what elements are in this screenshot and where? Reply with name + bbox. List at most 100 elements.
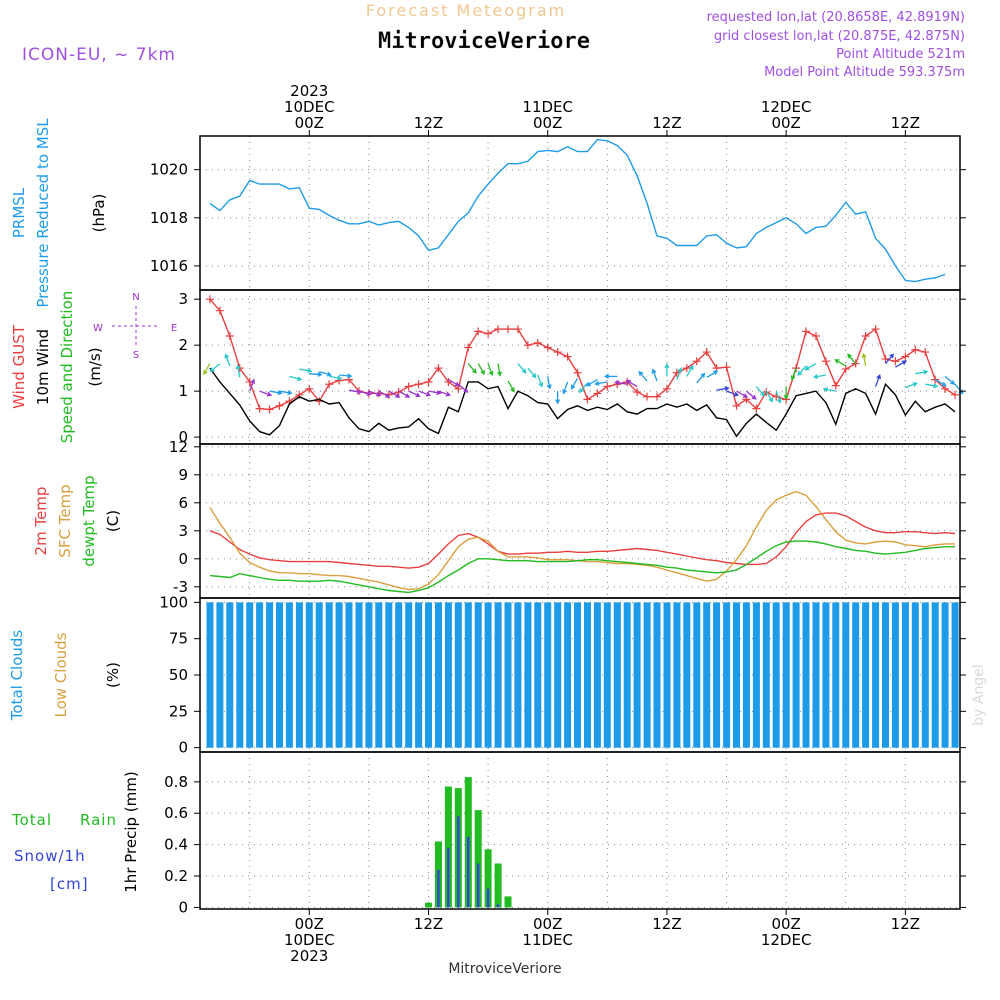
gust-marker <box>811 331 820 340</box>
y-axis-label: dewpt Temp <box>80 475 98 566</box>
gust-marker <box>802 327 811 336</box>
wind-arrow <box>915 369 929 375</box>
y-tick-label: 0.4 <box>164 836 188 854</box>
panel-frame <box>199 751 961 910</box>
wind-arrow <box>578 382 588 394</box>
gust-marker <box>444 377 453 386</box>
series-line <box>209 367 956 438</box>
gust-marker <box>503 325 512 334</box>
wind-arrow <box>299 368 313 374</box>
bar-primary <box>504 602 512 748</box>
wind-arrow <box>755 386 765 397</box>
y-tick-label: 6 <box>178 494 188 512</box>
wind-arrow <box>726 390 740 397</box>
bar-primary <box>405 602 413 748</box>
series-line <box>209 490 955 591</box>
wind-arrow <box>203 363 211 376</box>
wind-arrow <box>804 363 817 371</box>
wind-arrow <box>438 390 451 397</box>
wind-arrow <box>546 376 552 390</box>
bar-primary <box>653 602 661 748</box>
bar-primary <box>425 602 432 748</box>
precip-legend: Rain <box>80 811 117 829</box>
bar-primary <box>564 602 572 748</box>
bar-primary <box>484 602 492 748</box>
time-label-top: 12Z <box>652 114 681 132</box>
bar-primary <box>752 602 760 748</box>
wind-arrow <box>790 367 797 381</box>
wind-arrow <box>235 364 241 378</box>
gust-marker <box>573 368 582 377</box>
product-title: Forecast Meteogram <box>366 1 566 20</box>
model-altitude: Model Point Altitude 593.375m <box>764 65 965 80</box>
gust-marker <box>513 325 522 334</box>
time-label-top: 2023 <box>290 82 328 100</box>
time-label-bottom: 12Z <box>891 915 920 933</box>
bar-primary <box>603 602 611 748</box>
wind-arrow <box>477 363 485 376</box>
gust-marker <box>831 381 840 390</box>
bar-primary <box>444 602 452 748</box>
bar-primary <box>723 602 731 748</box>
y-axis-label: (hPa) <box>90 194 108 233</box>
gust-marker <box>484 329 493 338</box>
bar-primary <box>266 602 274 748</box>
wind-arrow <box>507 380 515 393</box>
y-tick-label: 75 <box>169 630 188 648</box>
y-tick-label: 25 <box>169 702 188 720</box>
wind-arrow <box>428 390 442 396</box>
bar-primary <box>385 602 393 748</box>
compass-letter: S <box>133 350 139 361</box>
precip-legend: Snow/1h <box>14 847 86 865</box>
gust-marker <box>951 390 960 399</box>
y-axis-label: PRMSL <box>10 187 28 238</box>
y-tick-label: 12 <box>169 438 188 456</box>
bar-primary <box>484 849 492 908</box>
wind-arrow <box>555 391 561 405</box>
time-label-top: 12Z <box>414 114 443 132</box>
time-label-top: 00Z <box>533 114 562 132</box>
y-tick-label: 1018 <box>150 209 188 227</box>
wind-arrow <box>319 371 333 377</box>
bar-primary <box>236 602 244 748</box>
time-label-bottom: 10DEC <box>284 931 335 949</box>
gust-marker <box>931 375 940 384</box>
bar-primary <box>941 602 949 748</box>
bar-primary <box>822 602 830 748</box>
bar-primary <box>256 602 264 748</box>
wind-arrow <box>487 363 494 377</box>
wind-arrow <box>309 371 323 377</box>
bar-primary <box>454 602 462 748</box>
bar-primary <box>832 602 840 748</box>
wind-arrow <box>517 363 527 374</box>
gust-marker <box>225 331 234 340</box>
footer-station: MitroviceVeriore <box>448 961 561 977</box>
wind-arrow <box>585 379 598 387</box>
y-axis-label: Speed and Direction <box>58 291 76 444</box>
time-label-bottom: 00Z <box>533 915 562 933</box>
watermark: by Angel <box>971 664 987 725</box>
wind-arrow <box>259 390 273 397</box>
bar-primary <box>683 602 691 748</box>
y-axis-label: Low Clouds <box>52 632 70 717</box>
station-title: MitroviceVeriore <box>378 29 590 54</box>
wind-arrow <box>696 372 706 384</box>
gust-marker <box>255 404 264 413</box>
wind-arrow <box>885 353 895 365</box>
gust-marker <box>643 392 652 401</box>
y-axis-label: 2m Temp <box>32 487 50 556</box>
y-axis-label: SFC Temp <box>56 484 74 557</box>
gust-marker <box>662 384 671 393</box>
gust-marker <box>732 401 741 410</box>
bar-primary <box>574 602 581 748</box>
gust-marker <box>434 364 443 373</box>
bar-primary <box>524 602 532 748</box>
gust-marker <box>305 384 314 393</box>
bar-primary <box>226 602 234 748</box>
panel-frame <box>199 443 961 599</box>
bar-secondary <box>457 816 460 908</box>
gust-marker <box>881 354 890 363</box>
bar-primary <box>593 602 601 748</box>
compass-letter: E <box>171 323 177 334</box>
